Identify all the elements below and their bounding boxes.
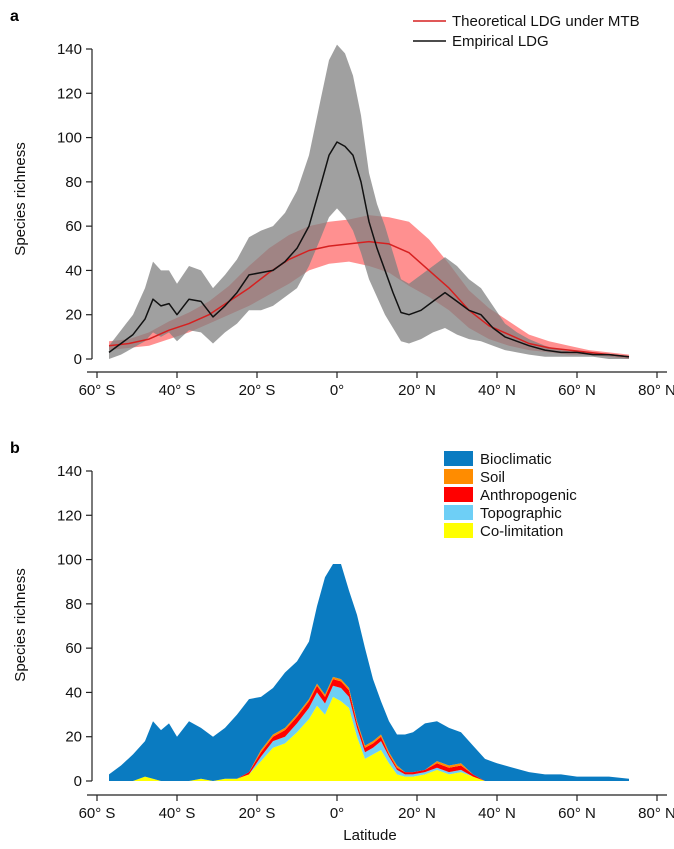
b-x-tick-label: 60° S xyxy=(79,805,116,822)
panel-b-y-ticks: 0 20 40 60 80 100 120 140 xyxy=(57,463,92,790)
stacked-area-co-limitation xyxy=(109,696,629,781)
a-y-tick-label: 120 xyxy=(57,85,82,102)
series-line-theoretical xyxy=(108,240,630,358)
panel-a: a Species richness 0 20 40 60 80 100 120 140 60… xyxy=(10,8,674,399)
legend-entry-label: Soil xyxy=(480,469,505,486)
a-y-tick-label: 140 xyxy=(57,41,82,58)
b-x-tick-label: 20° N xyxy=(398,805,436,822)
panel-b-xlabel: Latitude xyxy=(343,827,396,844)
a-y-tick-label: 60 xyxy=(65,218,82,235)
a-x-tick-label: 20° N xyxy=(398,382,436,399)
b-y-tick-label: 0 xyxy=(74,773,82,790)
panel-b-label: b xyxy=(10,440,20,457)
legend-entry-label: Theoretical LDG under MTB xyxy=(452,13,640,30)
series-band-empirical xyxy=(109,44,629,359)
panel-b-x-ticks: 60° S 40° S 20° S 0° 20° N 40° N 60° N 80° N xyxy=(79,795,674,822)
a-x-tick-label: 0° xyxy=(330,382,344,399)
panel-b-ylabel: Species richness xyxy=(12,568,29,681)
panel-b: b Species richness 0 20 40 60 80 100 120 140 60… xyxy=(10,440,674,844)
b-x-tick-label: 40° N xyxy=(478,805,516,822)
a-x-tick-label: 60° N xyxy=(558,382,596,399)
a-y-tick-label: 20 xyxy=(65,307,82,324)
b-x-tick-label: 20° S xyxy=(239,805,276,822)
legend-entry-label: Co-limitation xyxy=(480,523,563,540)
b-y-tick-label: 20 xyxy=(65,729,82,746)
b-y-tick-label: 140 xyxy=(57,463,82,480)
a-x-tick-label: 60° S xyxy=(79,382,116,399)
legend-entry-label: Anthropogenic xyxy=(480,487,577,504)
legend-color-swatch xyxy=(444,469,473,484)
b-y-tick-label: 80 xyxy=(65,596,82,613)
b-y-tick-label: 120 xyxy=(57,507,82,524)
legend-color-swatch xyxy=(444,505,473,520)
a-y-tick-label: 0 xyxy=(74,351,82,368)
panel-a-legend: Theoretical LDG under MTB Empirical LDG xyxy=(413,13,640,50)
panel-a-ylabel: Species richness xyxy=(12,142,29,255)
b-x-tick-label: 60° N xyxy=(558,805,596,822)
legend-entry-label: Bioclimatic xyxy=(480,451,552,468)
b-y-tick-label: 40 xyxy=(65,684,82,701)
panel-a-axes xyxy=(87,49,667,373)
panel-a-y-ticks: 0 20 40 60 80 100 120 140 xyxy=(57,41,92,368)
legend-entry-label: Topographic xyxy=(480,505,562,522)
a-y-tick-label: 80 xyxy=(65,174,82,191)
panel-a-x-ticks: 60° S 40° S 20° S 0° 20° N 40° N 60° N 80° N xyxy=(79,372,674,399)
panel-b-legend: BioclimaticSoilAnthropogenicTopographicC… xyxy=(444,451,577,540)
legend-entry-label: Empirical LDG xyxy=(452,33,549,50)
panel-b-plot-area xyxy=(109,564,629,781)
panel-b-axes xyxy=(87,471,667,796)
legend-color-swatch xyxy=(444,451,473,466)
a-x-tick-label: 40° N xyxy=(478,382,516,399)
b-y-tick-label: 60 xyxy=(65,640,82,657)
a-x-tick-label: 40° S xyxy=(159,382,196,399)
b-x-tick-label: 80° N xyxy=(638,805,674,822)
b-y-tick-label: 100 xyxy=(57,552,82,569)
a-y-tick-label: 100 xyxy=(57,130,82,147)
legend-color-swatch xyxy=(444,487,473,502)
panel-a-label: a xyxy=(10,8,19,25)
series-line-empirical xyxy=(108,141,630,358)
panel-a-plot-area xyxy=(108,44,630,359)
stacked-area-bioclimatic xyxy=(109,564,629,781)
b-x-tick-label: 40° S xyxy=(159,805,196,822)
a-x-tick-label: 80° N xyxy=(638,382,674,399)
a-x-tick-label: 20° S xyxy=(239,382,276,399)
a-y-tick-label: 40 xyxy=(65,262,82,279)
legend-color-swatch xyxy=(444,523,473,538)
b-x-tick-label: 0° xyxy=(330,805,344,822)
